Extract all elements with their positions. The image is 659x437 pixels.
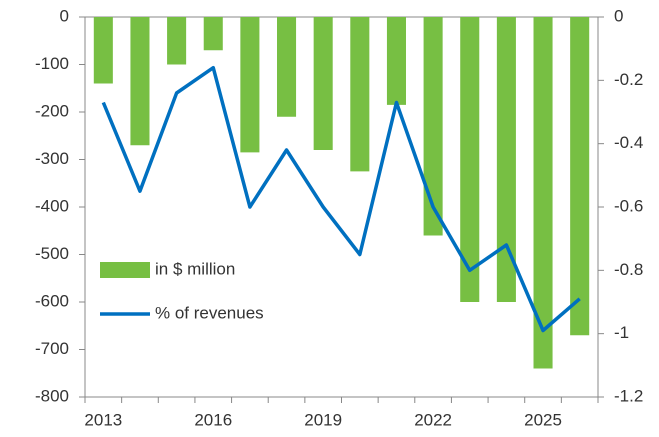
y2-tick-label: -0.4 [614, 133, 643, 152]
bar [93, 17, 113, 84]
bar [277, 17, 297, 117]
bar [350, 17, 370, 172]
bar [167, 17, 187, 65]
y2-tick-label: -1 [614, 323, 629, 342]
x-tick-label: 2013 [84, 410, 122, 429]
line [101, 65, 581, 333]
bar [423, 17, 443, 236]
y-tick-label: -500 [35, 244, 69, 263]
bar [203, 17, 223, 51]
y2-tick-label: 0 [614, 6, 623, 25]
y-tick-label: -800 [35, 386, 69, 405]
bar [533, 17, 553, 369]
y2-tick-label: -0.6 [614, 196, 643, 215]
y2-tick-label: -0.2 [614, 70, 643, 89]
legend-swatch [100, 262, 150, 278]
y2-tick-label: -1.2 [614, 386, 643, 405]
x-tick-label: 2016 [194, 410, 232, 429]
x-tick-label: 2019 [304, 410, 342, 429]
y2-tick-label: -0.8 [614, 260, 643, 279]
bar [460, 17, 480, 302]
bar [130, 17, 150, 146]
bar [240, 17, 260, 153]
y-tick-label: -400 [35, 196, 69, 215]
bar [496, 17, 516, 302]
y-tick-label: 0 [60, 6, 69, 25]
bar [570, 17, 590, 336]
legend-label: % of revenues [155, 303, 264, 322]
y-tick-label: -200 [35, 101, 69, 120]
x-tick-label: 2025 [524, 410, 562, 429]
y-tick-label: -700 [35, 339, 69, 358]
y-tick-label: -300 [35, 149, 69, 168]
y-tick-label: -600 [35, 291, 69, 310]
legend-label: in $ million [155, 259, 235, 278]
bar [313, 17, 333, 150]
y-tick-label: -100 [35, 54, 69, 73]
bar [386, 17, 406, 105]
x-tick-label: 2022 [414, 410, 452, 429]
